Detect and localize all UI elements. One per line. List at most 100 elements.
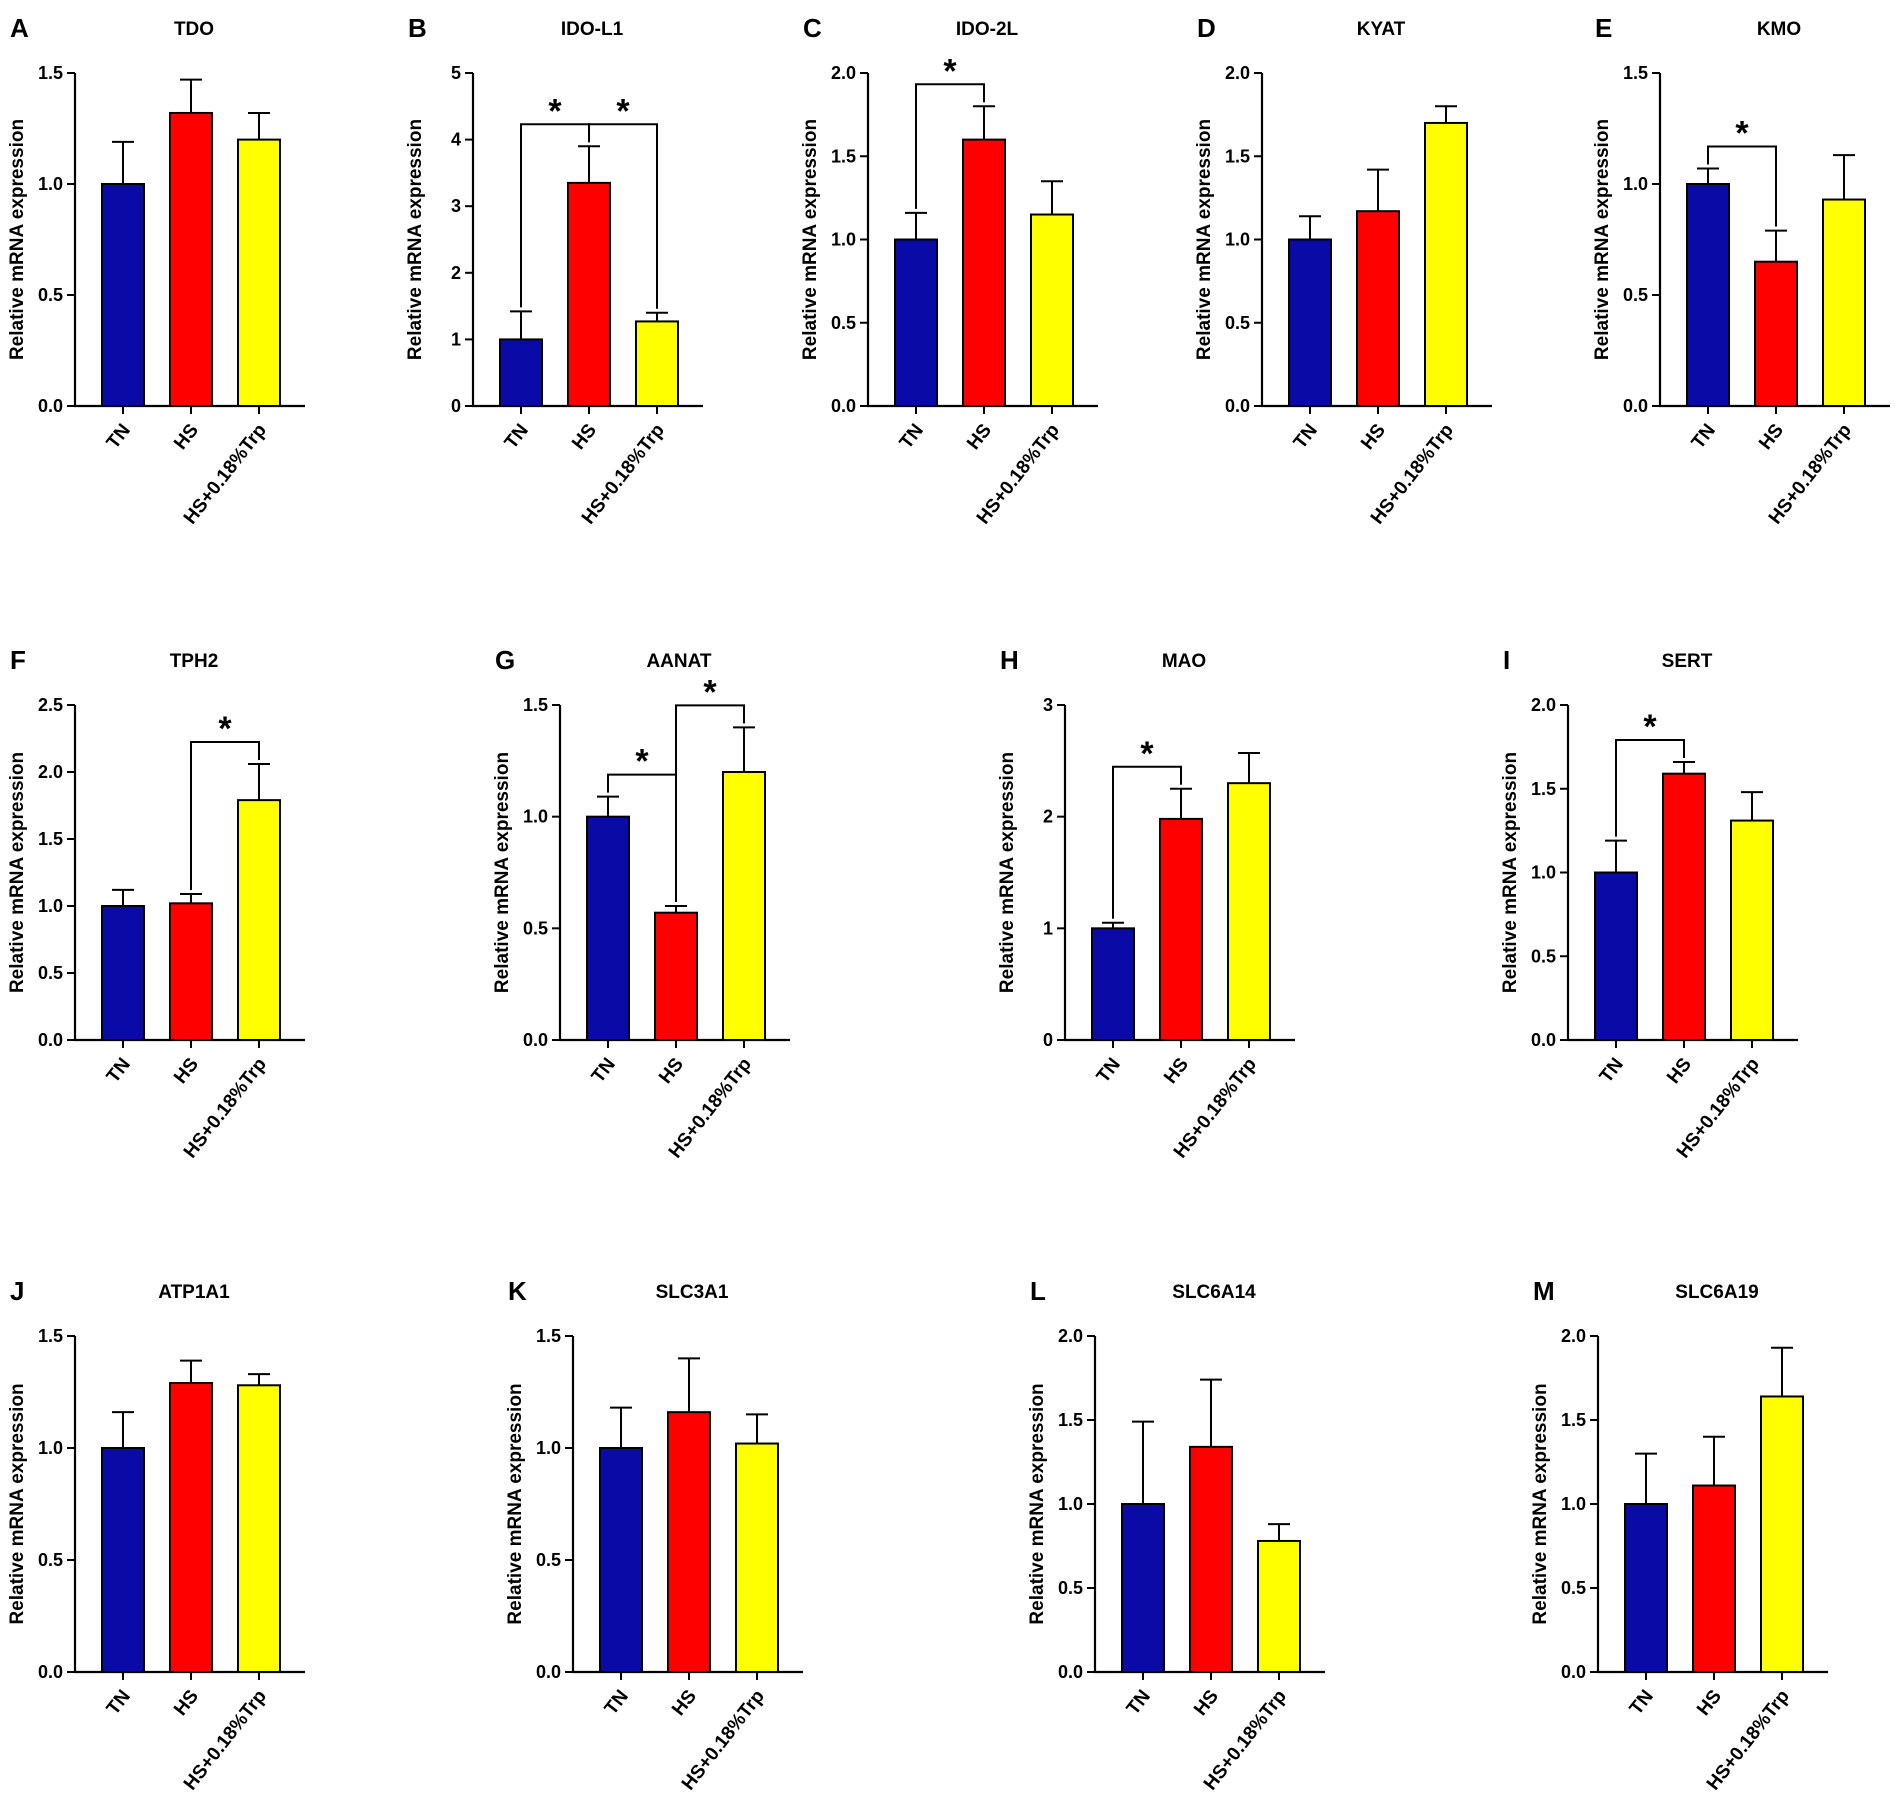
y-axis-label: Relative mRNA expression <box>7 119 28 360</box>
significance-bracket <box>1615 738 1685 837</box>
y-tick-label: 0.0 <box>1561 1662 1586 1682</box>
y-tick-label: 1.0 <box>1623 174 1648 194</box>
y-tick-label: 0.5 <box>1058 1578 1083 1598</box>
bar-hs <box>667 1411 711 1674</box>
chart-title: IDO-L1 <box>561 19 624 40</box>
significance-bracket <box>190 740 260 890</box>
y-tick-label: 1.0 <box>38 896 63 916</box>
y-tick-label: 1.5 <box>1561 1410 1586 1430</box>
x-category-label: TN <box>1290 420 1322 453</box>
y-tick-label: 1.5 <box>1623 63 1648 83</box>
bar-hs <box>1189 1445 1233 1673</box>
x-category-label: HS <box>668 1686 701 1720</box>
x-category-label: TN <box>103 420 135 453</box>
panel-letter: L <box>1030 1276 1046 1306</box>
significance-star: * <box>1643 708 1657 746</box>
y-axis-label: Relative mRNA expression <box>1027 1383 1048 1624</box>
bar-hs-0-18-trp <box>237 138 281 407</box>
significance-bracket <box>1707 145 1777 227</box>
x-category-label: HS <box>170 1054 203 1088</box>
panel-letter: G <box>495 645 515 675</box>
y-tick-label: 3 <box>451 196 461 216</box>
panel-letter: C <box>803 13 822 43</box>
bar-hs-0-18-trp <box>1424 121 1468 407</box>
x-category-label: TN <box>1688 420 1720 453</box>
bar-tn <box>1594 871 1638 1041</box>
chart-title: TPH2 <box>170 651 219 672</box>
bar-hs <box>1159 817 1203 1042</box>
chart-title: ATP1A1 <box>158 1282 230 1303</box>
panel-letter: I <box>1503 645 1510 675</box>
y-tick-label: 1.5 <box>831 146 856 166</box>
y-tick-label: 1.5 <box>536 1326 561 1346</box>
y-tick-label: 3 <box>1043 695 1053 715</box>
y-tick-label: 1.0 <box>1225 230 1250 250</box>
y-tick-label: 1.5 <box>1531 779 1556 799</box>
chart-title: AANAT <box>646 651 711 672</box>
y-tick-label: 0.0 <box>536 1662 561 1682</box>
bar-hs-0-18-trp <box>237 1384 281 1674</box>
y-tick-label: 0.0 <box>38 396 63 416</box>
chart-panel-k: K SLC3A1 Relative mRNA expression 0.0 0.5 1.0… <box>505 1276 803 1794</box>
x-category-label: TN <box>103 1054 135 1087</box>
bar-tn <box>101 905 145 1041</box>
y-tick-label: 1 <box>1043 918 1053 938</box>
panel-letter: M <box>1533 1276 1555 1306</box>
chart-panel-g: G AANAT Relative mRNA expression 0.0 0.5 1.0 1… <box>492 645 790 1162</box>
x-category-label: TN <box>1123 1686 1155 1719</box>
bar-hs-0-18-trp <box>1030 213 1074 407</box>
y-tick-label: 0.0 <box>38 1030 63 1050</box>
y-tick-label: 0.5 <box>523 918 548 938</box>
panel-letter: B <box>408 13 427 43</box>
y-axis-label: Relative mRNA expression <box>7 752 28 993</box>
chart-panel-a: A TDO Relative mRNA expression 0.0 0.5 1.0 1.5… <box>7 13 305 528</box>
y-tick-label: 5 <box>451 63 461 83</box>
y-tick-label: 0.0 <box>38 1662 63 1682</box>
x-category-label: TN <box>1093 1054 1125 1087</box>
y-tick-label: 1 <box>451 329 461 349</box>
y-axis-label: Relative mRNA expression <box>800 119 821 360</box>
y-tick-label: 0.5 <box>1561 1578 1586 1598</box>
chart-panel-l: L SLC6A14 Relative mRNA expression 0.0 0.5 1.… <box>1027 1276 1325 1794</box>
bar-hs <box>1692 1484 1736 1674</box>
y-tick-label: 1.0 <box>38 174 63 194</box>
y-tick-label: 1.0 <box>536 1438 561 1458</box>
x-category-label: TN <box>1626 1686 1658 1719</box>
x-category-label: TN <box>103 1686 135 1719</box>
x-category-label: HS <box>170 1686 203 1720</box>
panel-letter: F <box>10 645 26 675</box>
y-tick-label: 1.5 <box>1058 1410 1083 1430</box>
x-category-label: TN <box>588 1054 620 1087</box>
y-axis-label: Relative mRNA expression <box>1500 752 1521 993</box>
y-tick-label: 0.5 <box>1225 313 1250 333</box>
chart-panel-j: J ATP1A1 Relative mRNA expression 0.0 0.5 1.0… <box>7 1276 305 1794</box>
panel-letter: E <box>1595 13 1612 43</box>
x-category-label: TN <box>501 420 533 453</box>
chart-title: MAO <box>1162 651 1206 672</box>
y-axis-label: Relative mRNA expression <box>1530 1383 1551 1624</box>
y-axis-label: Relative mRNA expression <box>7 1383 28 1624</box>
y-tick-label: 1.0 <box>1531 863 1556 883</box>
x-category-label: TN <box>601 1686 633 1719</box>
x-category-label: HS <box>1663 1054 1696 1088</box>
bar-tn <box>1686 183 1730 407</box>
y-tick-label: 2.0 <box>1561 1326 1586 1346</box>
y-tick-label: 1.0 <box>1561 1494 1586 1514</box>
significance-bracket <box>675 704 745 902</box>
y-tick-label: 0.0 <box>1623 396 1648 416</box>
x-category-label: TN <box>896 420 928 453</box>
y-tick-label: 2 <box>451 263 461 283</box>
bar-tn <box>1624 1503 1668 1673</box>
bar-hs <box>567 181 611 407</box>
bar-hs-0-18-trp <box>722 771 766 1041</box>
panel-letter: H <box>1000 645 1019 675</box>
y-axis-label: Relative mRNA expression <box>492 752 513 993</box>
panel-letter: A <box>10 13 29 43</box>
x-category-label: HS <box>655 1054 688 1088</box>
chart-panel-i: I SERT Relative mRNA expression 0.0 0.5 1.0 1.… <box>1500 645 1798 1162</box>
y-tick-label: 0.5 <box>536 1550 561 1570</box>
y-tick-label: 1.5 <box>38 829 63 849</box>
y-tick-label: 0.5 <box>1623 285 1648 305</box>
bar-hs-0-18-trp <box>635 320 679 407</box>
bar-tn <box>1091 927 1135 1041</box>
